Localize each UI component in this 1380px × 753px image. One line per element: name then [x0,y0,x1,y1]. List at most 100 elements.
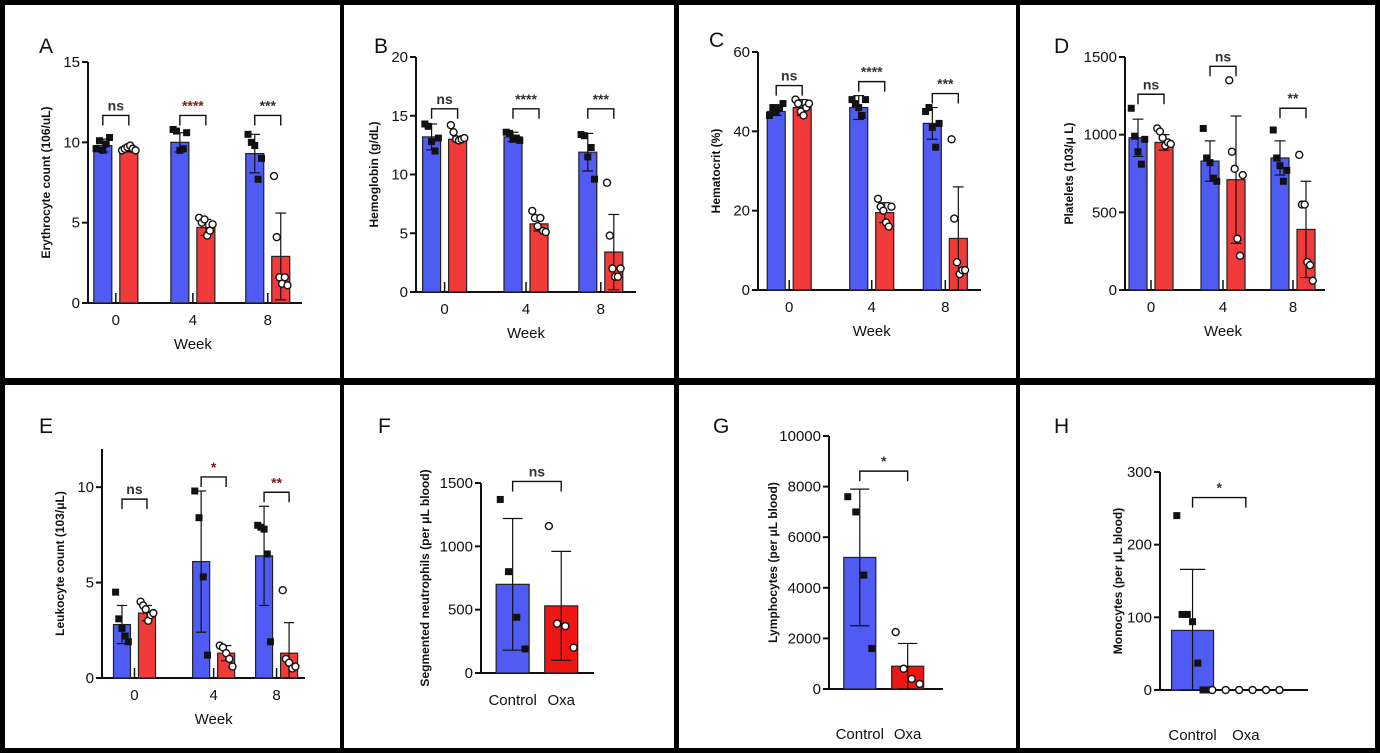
significance-label: **** [182,97,204,113]
oxa-data-point [891,627,900,637]
oxa-data-point [536,213,545,223]
significance-bracket [1279,107,1307,119]
oxa-data-point [272,232,281,242]
control-bar [1128,137,1148,291]
oxa-data-point [149,608,158,618]
oxa-bar [792,106,812,291]
oxa-data-point [533,221,542,231]
y-tick-label: 4000 [788,580,821,597]
significance-bracket [200,476,227,487]
control-data-point [172,127,180,135]
x-axis-label: Week [1204,323,1243,340]
control-data-point [860,571,868,579]
control-data-point [95,137,103,145]
oxa-data-point [947,135,956,144]
control-data-point [1141,135,1149,143]
y-tick-label: 20 [391,49,408,66]
panel-b: B 0 5 10 15 20 Hemoglobin (g/dL) 0 ns 4 **** 8 *** We… [344,5,674,378]
control-data-point [932,143,940,151]
y-tick-label: 0 [742,282,750,299]
y-tick-label: 500 [448,602,473,619]
y-tick-label: 0 [400,284,408,301]
y-tick-label: 0 [72,295,80,312]
y-axis-label: Lymphocytes (per μL blood) [766,482,780,643]
control-data-point [591,175,599,183]
oxa-data-point [1261,685,1271,695]
y-axis-label: Segmented neutrophils (per μL blood) [418,469,432,686]
control-data-point [124,638,132,646]
oxa-data-point [1225,76,1234,85]
control-data-point [434,134,442,142]
y-axis-label: Monocytes (per μL blood) [1111,508,1125,654]
chart-d: D 0 500 1000 1500 Platelets (103/μ L) 0 ns 4 ns 8 *… [1054,35,1325,340]
control-data-point [204,651,212,659]
oxa-data-point [1275,685,1284,695]
oxa-data-point [141,605,150,614]
y-axis-label: Erythrocyte count (106/uL) [39,106,53,258]
y-tick-label: 1500 [440,475,473,492]
control-bar [578,151,598,293]
control-data-point [496,495,504,503]
control-data-point [861,96,869,104]
oxa-data-point [613,272,623,281]
y-tick-label: 200 [1127,537,1152,554]
x-tick-label: Oxa [894,726,922,743]
y-axis-label: Platelets (103/μ L) [1062,122,1076,224]
x-tick-label: Oxa [1232,727,1260,744]
significance-bracket [263,491,290,503]
y-tick-label: 0 [813,681,821,698]
oxa-data-point [225,654,234,664]
control-data-point [106,134,114,142]
control-data-point [260,525,268,533]
significance-bracket [102,114,130,126]
oxa-data-point [1166,139,1175,149]
y-tick-label: 5 [400,225,408,242]
oxa-data-point [899,664,908,673]
oxa-data-point [799,111,808,120]
oxa-data-point [960,265,970,275]
panel-letter: H [1054,415,1069,438]
x-tick-label: 0 [785,299,793,316]
control-data-point [1194,659,1202,667]
oxa-data-point [1221,685,1230,695]
control-data-point [851,100,859,108]
significance-bracket [121,498,148,510]
y-tick-label: 100 [1127,609,1152,626]
control-data-point [1276,162,1284,170]
control-data-point [1183,610,1191,618]
control-bar [421,136,442,293]
control-data-point [1283,166,1291,174]
control-data-point [1189,618,1197,626]
y-tick-label: 5 [72,215,80,232]
significance-label: **** [861,64,883,80]
y-axis-label: Hematocrit (%) [709,129,723,214]
x-tick-label: 0 [112,312,120,329]
panel-letter: C [709,29,724,52]
y-tick-label: 5 [86,575,94,592]
control-data-point [858,111,866,119]
oxa-data-point [552,619,562,628]
oxa-data-point [1234,685,1244,695]
control-data-point [513,613,521,621]
control-data-point [263,550,271,558]
significance-bracket [254,114,282,126]
control-data-point [935,119,943,127]
chart-h: H 0 100 200 300 Monocytes (per μL blood) Contr… [1054,415,1308,744]
oxa-data-point [887,202,896,211]
control-data-point [505,568,513,576]
control-data-point [183,129,191,137]
chart-b: B 0 5 10 15 20 Hemoglobin (g/dL) 0 ns 4 **** 8 *** We… [367,35,636,342]
oxa-data-point [269,171,279,181]
control-data-point [1131,132,1139,140]
significance-bracket [859,470,909,482]
control-data-point [1173,512,1181,520]
x-tick-label: 0 [130,687,138,704]
control-data-point [516,136,524,144]
oxa-data-point [1235,251,1245,261]
oxa-data-point [952,258,962,267]
y-axis-label: Hemoglobin (g/dL) [367,122,381,228]
panel-letter: E [39,415,53,438]
significance-bracket [511,480,562,492]
control-data-point [199,573,207,581]
significance-label: *** [260,97,277,113]
